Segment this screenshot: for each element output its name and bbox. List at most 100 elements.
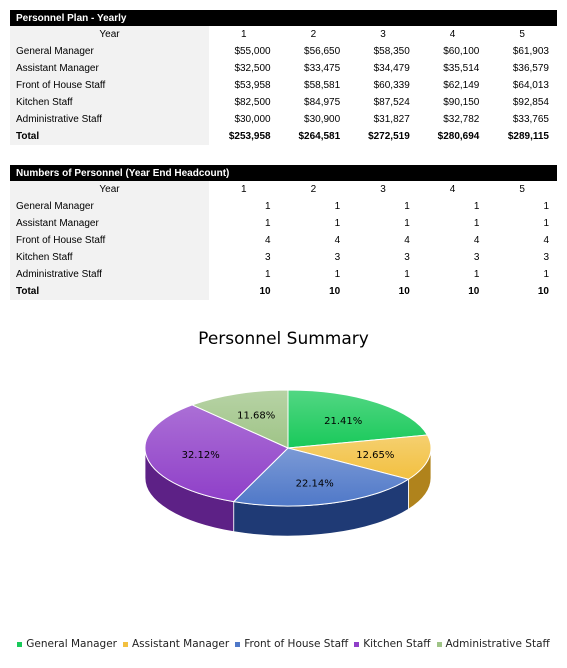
cell-year-5: $64,013 bbox=[512, 80, 549, 91]
cell-year-2: 3 bbox=[334, 252, 341, 263]
legend-swatch bbox=[17, 641, 23, 647]
cell-year-3: $31,827 bbox=[373, 114, 410, 125]
row-label: Assistant Manager bbox=[10, 215, 209, 232]
cell-year-4: 1 bbox=[473, 269, 480, 280]
row-label: Total bbox=[10, 283, 209, 300]
pie-slice-administrative-staff bbox=[190, 389, 289, 449]
cell-year-1: 10 bbox=[259, 286, 271, 297]
pie-label-kitchen-staff: 32.12% bbox=[182, 450, 220, 461]
legend-swatch bbox=[235, 641, 241, 647]
legend-item-front-of-house-staff: Front of House Staff bbox=[235, 638, 348, 650]
headcount-row-assistant-manager: Assistant Manager 1 1 1 1 1 bbox=[10, 215, 557, 232]
cell-year-5: 10 bbox=[537, 286, 549, 297]
year-1-header: 1 bbox=[241, 184, 247, 195]
year-2-header: 2 bbox=[310, 184, 317, 195]
pie-label-front-of-house-staff: 22.14% bbox=[296, 478, 334, 489]
cell-year-5: $33,765 bbox=[512, 114, 549, 125]
cell-year-5: $92,854 bbox=[512, 97, 549, 108]
year-3-header: 3 bbox=[380, 29, 386, 40]
cell-year-4: $90,150 bbox=[443, 97, 480, 108]
cell-year-3: 1 bbox=[404, 269, 410, 280]
legend-label: Kitchen Staff bbox=[363, 638, 431, 650]
cell-year-2: $30,900 bbox=[304, 114, 341, 125]
cell-year-1: $82,500 bbox=[234, 97, 271, 108]
pie-label-assistant-manager: 12.65% bbox=[356, 450, 394, 461]
legend-item-administrative-staff: Administrative Staff bbox=[436, 638, 550, 650]
headcount-row-administrative-staff: Administrative Staff 1 1 1 1 1 bbox=[10, 266, 557, 283]
cell-year-5: 4 bbox=[543, 235, 549, 246]
cell-year-5: 1 bbox=[543, 218, 549, 229]
personnel-plan-table: Personnel Plan - Yearly Year 1 2 3 4 5 General… bbox=[10, 10, 557, 145]
cell-year-2: 4 bbox=[334, 235, 341, 246]
cell-year-4: $35,514 bbox=[443, 63, 480, 74]
cell-year-3: 10 bbox=[398, 286, 410, 297]
plan-row-assistant-manager: Assistant Manager $32,500 $33,475 $34,479 $3… bbox=[10, 60, 557, 77]
legend-label: Assistant Manager bbox=[132, 638, 230, 650]
row-label: Administrative Staff bbox=[10, 266, 209, 283]
cell-year-1: 1 bbox=[265, 201, 271, 212]
row-label: Kitchen Staff bbox=[10, 94, 209, 111]
year-header: Year bbox=[10, 26, 209, 43]
legend-swatch bbox=[354, 641, 360, 647]
headcount-header-row: Year 1 2 3 4 5 bbox=[10, 181, 557, 198]
cell-year-2: $33,475 bbox=[304, 63, 341, 74]
legend-swatch bbox=[436, 641, 442, 647]
cell-year-1: $253,958 bbox=[228, 131, 271, 142]
cell-year-1: $30,000 bbox=[234, 114, 271, 125]
legend-item-general-manager: General Manager bbox=[17, 638, 117, 650]
headcount-title: Numbers of Personnel (Year End Headcount… bbox=[10, 165, 557, 181]
cell-year-5: 1 bbox=[543, 201, 549, 212]
cell-year-4: 1 bbox=[473, 218, 480, 229]
cell-year-3: 1 bbox=[404, 201, 410, 212]
cell-year-4: $32,782 bbox=[443, 114, 480, 125]
headcount-row-front-of-house-staff: Front of House Staff 4 4 4 4 4 bbox=[10, 232, 557, 249]
headcount-row-general-manager: General Manager 1 1 1 1 1 bbox=[10, 198, 557, 215]
cell-year-2: 1 bbox=[334, 218, 341, 229]
cell-year-2: $264,581 bbox=[298, 131, 341, 142]
cell-year-2: $58,581 bbox=[304, 80, 341, 91]
personnel-summary-pie-chart: 21.41% 12.65% 22.14% 32.12% 11.68% bbox=[144, 389, 432, 537]
legend-item-assistant-manager: Assistant Manager bbox=[123, 638, 229, 650]
chart-legend: General Manager Assistant Manager Front of… bbox=[0, 638, 567, 650]
cell-year-5: $61,903 bbox=[512, 46, 549, 57]
legend-label: General Manager bbox=[26, 638, 117, 650]
cell-year-1: $55,000 bbox=[234, 46, 271, 57]
legend-label: Administrative Staff bbox=[445, 638, 550, 650]
plan-row-total: Total $253,958 $264,581 $272,519 $280,694 $28… bbox=[10, 128, 557, 145]
headcount-row-total: Total 10 10 10 10 10 bbox=[10, 283, 557, 300]
cell-year-4: $62,149 bbox=[443, 80, 480, 91]
cell-year-5: $36,579 bbox=[512, 63, 549, 74]
personnel-plan-title: Personnel Plan - Yearly bbox=[10, 10, 557, 26]
cell-year-3: $34,479 bbox=[373, 63, 410, 74]
cell-year-4: 10 bbox=[468, 286, 480, 297]
year-5-header: 5 bbox=[519, 29, 525, 40]
pie-slice-front-of-house-staff bbox=[232, 447, 410, 507]
chart-title: Personnel Summary bbox=[198, 329, 369, 349]
year-2-header: 2 bbox=[310, 29, 317, 40]
cell-year-2: 10 bbox=[329, 286, 341, 297]
row-label: General Manager bbox=[10, 43, 209, 60]
cell-year-1: 1 bbox=[265, 269, 271, 280]
cell-year-1: 4 bbox=[265, 235, 271, 246]
row-label: Front of House Staff bbox=[10, 77, 209, 94]
plan-row-general-manager: General Manager $55,000 $56,650 $58,350 $60,… bbox=[10, 43, 557, 60]
plan-row-front-of-house-staff: Front of House Staff $53,958 $58,581 $60,33… bbox=[10, 77, 557, 94]
cell-year-2: 1 bbox=[334, 269, 341, 280]
row-label: Kitchen Staff bbox=[10, 249, 209, 266]
pie-label-general-manager: 21.41% bbox=[324, 416, 362, 427]
cell-year-4: $280,694 bbox=[437, 131, 480, 142]
cell-year-2: $84,975 bbox=[304, 97, 341, 108]
year-3-header: 3 bbox=[380, 184, 386, 195]
row-label: Assistant Manager bbox=[10, 60, 209, 77]
year-1-header: 1 bbox=[241, 29, 247, 40]
cell-year-3: 4 bbox=[404, 235, 410, 246]
cell-year-3: $58,350 bbox=[373, 46, 410, 57]
cell-year-5: $289,115 bbox=[507, 131, 549, 142]
cell-year-5: 1 bbox=[543, 269, 549, 280]
cell-year-3: $272,519 bbox=[368, 131, 410, 142]
plan-row-kitchen-staff: Kitchen Staff $82,500 $84,975 $87,524 $90,15… bbox=[10, 94, 557, 111]
plan-header-row: Year 1 2 3 4 5 bbox=[10, 26, 557, 43]
pie-slice-assistant-manager bbox=[287, 434, 432, 480]
cell-year-4: 3 bbox=[473, 252, 480, 263]
year-header: Year bbox=[10, 181, 209, 198]
